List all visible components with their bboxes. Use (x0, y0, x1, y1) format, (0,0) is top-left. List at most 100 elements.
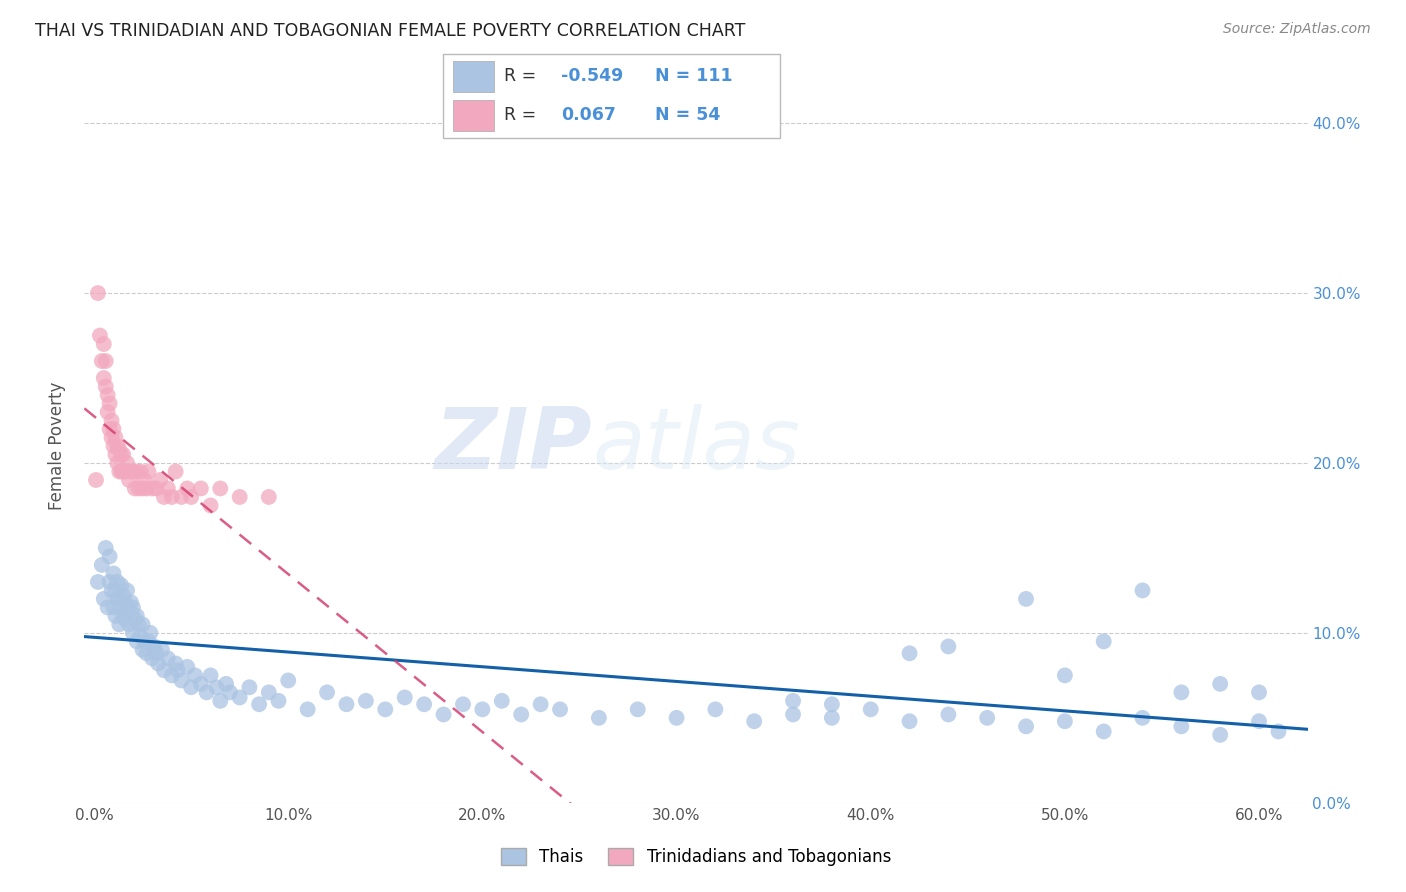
Point (105, 456, 128, 470)
Point (938, 640, 960, 654)
Point (205, 680, 228, 694)
Point (105, 591, 128, 606)
Text: -0.549: -0.549 (561, 68, 623, 86)
Point (100, 583, 122, 598)
Point (94, 541, 117, 555)
Text: 0.067: 0.067 (561, 106, 616, 124)
Point (105, 439, 128, 453)
FancyBboxPatch shape (443, 54, 780, 138)
Point (135, 482, 157, 496)
Point (125, 634, 148, 648)
Point (627, 702, 650, 716)
FancyBboxPatch shape (453, 62, 494, 92)
Point (125, 465, 148, 479)
Point (87, 286, 110, 301)
Point (118, 600, 141, 615)
Point (160, 668, 183, 682)
Point (1015, 719, 1038, 733)
Text: N = 54: N = 54 (655, 106, 721, 124)
Point (219, 685, 242, 699)
Point (1092, 724, 1115, 739)
Point (976, 711, 998, 725)
Point (98, 549, 121, 564)
Point (114, 465, 136, 479)
Point (451, 698, 474, 712)
Point (128, 482, 150, 496)
Point (316, 685, 339, 699)
Point (1170, 685, 1192, 699)
Text: ZIP: ZIP (434, 404, 592, 488)
Point (97, 388, 120, 402)
Point (112, 608, 135, 623)
Point (115, 583, 138, 598)
Point (354, 694, 377, 708)
Point (297, 702, 319, 716)
Point (87, 574, 110, 589)
Point (115, 606, 138, 620)
Point (97, 405, 120, 419)
Point (104, 448, 127, 462)
FancyBboxPatch shape (453, 100, 494, 130)
Point (413, 698, 436, 712)
Point (156, 651, 179, 665)
Point (134, 634, 156, 648)
Text: R =: R = (503, 106, 547, 124)
Point (131, 643, 153, 657)
Point (131, 617, 153, 632)
Point (115, 456, 138, 470)
Point (165, 465, 187, 479)
Point (114, 595, 136, 609)
Point (138, 465, 160, 479)
Point (665, 711, 688, 725)
Point (110, 578, 132, 592)
Point (160, 490, 183, 504)
Point (1092, 634, 1115, 648)
Point (145, 646, 167, 660)
Point (1015, 591, 1038, 606)
Point (125, 608, 148, 623)
Point (1267, 724, 1289, 739)
Point (190, 677, 212, 691)
Point (1247, 714, 1270, 729)
Point (510, 707, 533, 722)
Point (394, 690, 416, 705)
Point (100, 430, 122, 444)
Point (195, 685, 218, 699)
Point (112, 589, 135, 603)
Point (150, 643, 173, 657)
Point (141, 482, 163, 496)
Point (267, 694, 290, 708)
Point (471, 702, 494, 716)
Point (103, 566, 125, 581)
Point (170, 490, 193, 504)
Point (89, 328, 111, 343)
Point (859, 702, 882, 716)
Point (122, 465, 145, 479)
Point (190, 482, 212, 496)
Point (100, 413, 122, 427)
Point (93, 591, 115, 606)
Point (93, 337, 115, 351)
Point (149, 473, 172, 487)
Point (141, 651, 163, 665)
Point (374, 702, 396, 716)
Point (200, 668, 222, 682)
Point (257, 490, 280, 504)
Point (548, 702, 571, 716)
Point (135, 646, 157, 660)
Point (108, 442, 131, 457)
Point (491, 694, 513, 708)
Point (108, 465, 131, 479)
Point (110, 448, 132, 462)
Point (110, 600, 132, 615)
Point (104, 608, 127, 623)
Point (1247, 685, 1270, 699)
Point (112, 448, 135, 462)
Point (704, 702, 727, 716)
Point (277, 673, 299, 688)
Point (129, 465, 152, 479)
Point (110, 465, 132, 479)
Text: Source: ZipAtlas.com: Source: ZipAtlas.com (1223, 22, 1371, 37)
Point (139, 626, 162, 640)
Point (176, 482, 198, 496)
